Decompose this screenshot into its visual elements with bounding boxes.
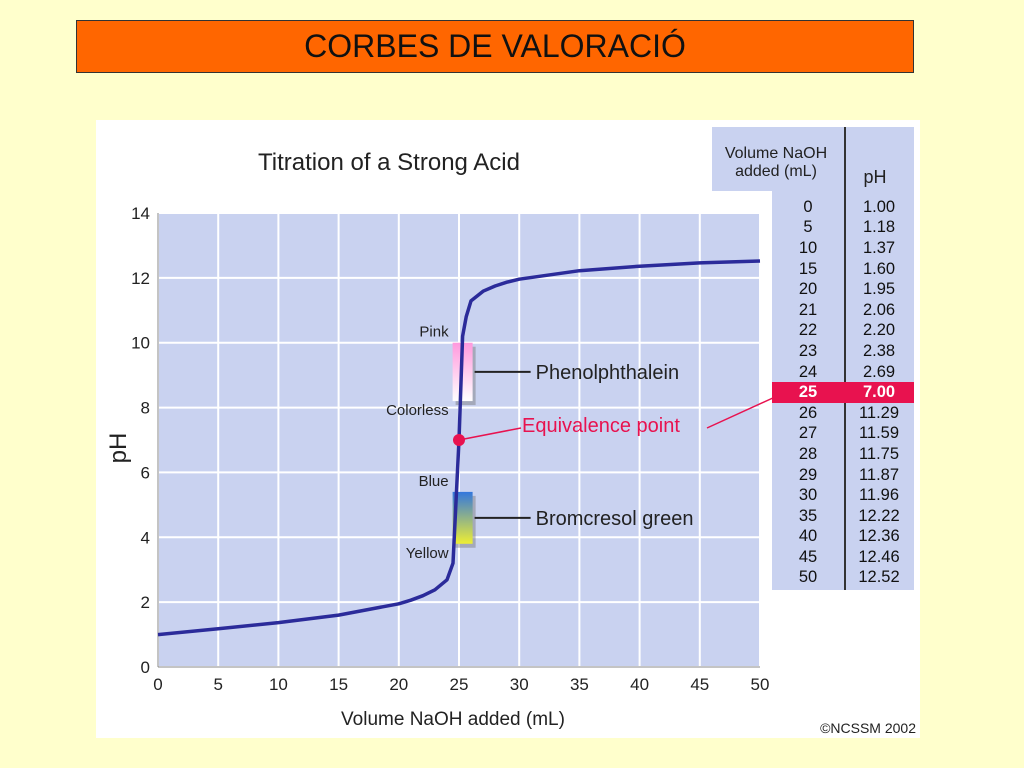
table-row: 30 11.96 (772, 485, 914, 506)
volume-cell: 50 (798, 568, 818, 587)
ph-cell: 11.96 (858, 486, 900, 505)
ph-cell: 7.00 (862, 383, 896, 402)
ph-cell: 12.46 (858, 547, 900, 566)
equivalence-point-row: 25 7.00 (772, 382, 914, 403)
titration-figure: Titration of a Strong Acid 0 5 10 15 20 25 30 3… (96, 120, 920, 738)
volume-cell: 24 (798, 362, 818, 381)
bromcresol-green-upper-label: Blue (419, 473, 449, 490)
y-axis-label: pH (105, 433, 132, 464)
volume-cell: 20 (798, 280, 818, 299)
x-tick-label: 20 (389, 675, 408, 694)
titration-curve (157, 259, 761, 637)
ph-cell: 11.87 (858, 465, 900, 484)
volume-cell: 26 (798, 403, 818, 422)
y-tick-label: 8 (141, 399, 150, 418)
equivalence-point-marker (453, 434, 465, 446)
ph-cell: 1.37 (862, 238, 896, 257)
ph-cell: 2.38 (862, 341, 896, 360)
volume-cell: 0 (803, 197, 813, 216)
x-tick-label: 0 (153, 675, 162, 694)
y-tick-label: 10 (131, 334, 150, 353)
chart-title: Titration of a Strong Acid (258, 149, 520, 176)
volume-cell: 29 (798, 465, 818, 484)
ph-cell: 12.22 (858, 506, 900, 525)
table-row: 40 12.36 (772, 527, 914, 548)
x-tick-label: 25 (450, 675, 469, 694)
volume-cell: 28 (798, 444, 818, 463)
table-body: 0 1.00 5 1.18 10 1.37 15 1.60 20 1.95 21 2.06 22 2.20… (772, 191, 914, 591)
y-tick-label: 6 (141, 463, 150, 482)
slide-title: CORBES DE VALORACIÓ (76, 20, 914, 73)
table-row: 27 11.59 (772, 424, 914, 445)
table-row: 15 1.60 (772, 259, 914, 280)
x-tick-label: 30 (510, 675, 529, 694)
phenolphthalein-label: Phenolphthalein (536, 362, 679, 384)
ph-cell: 11.59 (858, 424, 900, 443)
table-row: 50 12.52 (772, 568, 914, 589)
table-row: 24 2.69 (772, 362, 914, 383)
y-tick-label: 12 (131, 269, 150, 288)
volume-cell: 21 (798, 300, 818, 319)
ph-cell: 2.20 (862, 321, 896, 340)
ph-cell: 11.75 (858, 444, 900, 463)
ph-cell: 2.06 (862, 300, 896, 319)
table-row: 5 1.18 (772, 218, 914, 239)
equivalence-point-label: Equivalence point (522, 415, 680, 437)
table-header: Volume NaOH added (mL) pH (712, 127, 914, 191)
bromcresol-green-indicator-bar (452, 491, 473, 544)
titration-table: Volume NaOH added (mL) pH 0 1.00 5 1.18 10 1.… (712, 127, 914, 591)
y-tick-label: 14 (131, 204, 150, 223)
volume-cell: 23 (798, 341, 818, 360)
volume-cell: 30 (798, 486, 818, 505)
volume-cell: 25 (798, 383, 818, 402)
table-row: 20 1.95 (772, 279, 914, 300)
x-tick-label: 35 (570, 675, 589, 694)
table-row: 10 1.37 (772, 238, 914, 259)
volume-cell: 5 (803, 218, 813, 237)
volume-cell: 27 (798, 424, 818, 443)
x-tick-label: 15 (329, 675, 348, 694)
ph-cell: 1.00 (862, 197, 896, 216)
equivalence-leader-line (458, 427, 522, 441)
x-axis-label: Volume NaOH added (mL) (341, 709, 565, 730)
table-row: 45 12.46 (772, 547, 914, 568)
x-tick-label: 45 (690, 675, 709, 694)
y-tick-label: 0 (141, 658, 150, 677)
volume-cell: 15 (798, 259, 818, 278)
table-row: 29 11.87 (772, 465, 914, 486)
table-row: 28 11.75 (772, 444, 914, 465)
volume-cell: 45 (798, 547, 818, 566)
phenolphthalein-lower-label: Colorless (386, 402, 449, 419)
x-tick-label: 10 (269, 675, 288, 694)
table-row: 22 2.20 (772, 321, 914, 342)
table-row: 0 1.00 (772, 197, 914, 218)
ph-cell: 1.95 (862, 280, 896, 299)
table-header-ph: pH (863, 167, 887, 187)
ph-cell: 12.36 (858, 527, 900, 546)
volume-cell: 10 (798, 238, 818, 257)
volume-cell: 35 (798, 506, 818, 525)
bromcresol-green-label: Bromcresol green (536, 508, 694, 530)
x-tick-label: 40 (630, 675, 649, 694)
ph-cell: 11.29 (858, 403, 900, 422)
table-row: 35 12.22 (772, 506, 914, 527)
x-tick-label: 50 (751, 675, 770, 694)
table-row: 21 2.06 (772, 300, 914, 321)
ph-cell: 1.60 (862, 259, 896, 278)
table-row: 23 2.38 (772, 341, 914, 362)
x-tick-label: 5 (213, 675, 222, 694)
ph-cell: 2.69 (862, 362, 896, 381)
table-row: 26 11.29 (772, 403, 914, 424)
ph-cell: 12.52 (858, 568, 900, 587)
titration-chart: Titration of a Strong Acid 0 5 10 15 20 25 30 3… (105, 149, 916, 736)
y-tick-label: 4 (141, 528, 150, 547)
volume-cell: 40 (798, 527, 818, 546)
bromcresol-green-lower-label: Yellow (406, 545, 449, 562)
table-header-volume: Volume NaOH added (mL) (724, 145, 828, 180)
volume-cell: 22 (798, 321, 818, 340)
ncssm-credit: ©NCSSM 2002 (820, 720, 916, 736)
ph-cell: 1.18 (862, 218, 896, 237)
y-tick-label: 2 (141, 593, 150, 612)
phenolphthalein-upper-label: Pink (419, 324, 449, 341)
